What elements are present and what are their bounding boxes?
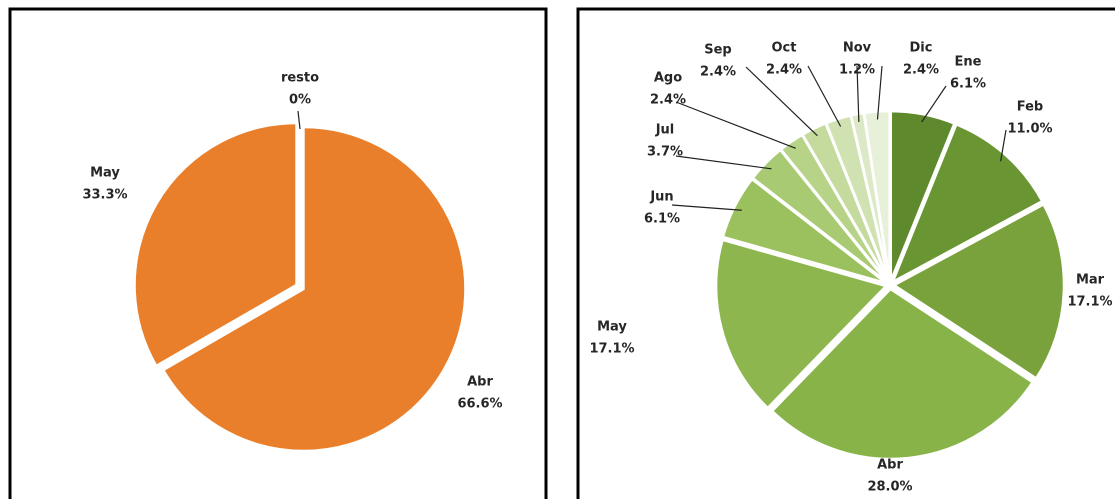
- pie-slice: [721, 177, 888, 285]
- value-label: 1.2%: [839, 63, 875, 78]
- pie-slice: [133, 121, 298, 368]
- pie-slice: [890, 122, 1044, 285]
- leader-line: [807, 65, 842, 127]
- slice-label: Mar: [1076, 273, 1105, 288]
- value-label: 0%: [289, 93, 311, 108]
- pie-slice: [770, 287, 1035, 461]
- slice-label: Ene: [955, 55, 982, 70]
- leader-line: [675, 101, 796, 149]
- leader-line: [921, 85, 947, 123]
- slice-label: Sep: [704, 43, 732, 58]
- value-label: 17.1%: [1067, 295, 1112, 310]
- slice-label: May: [90, 166, 120, 181]
- value-label: 2.4%: [700, 65, 736, 80]
- value-label: 2.4%: [650, 93, 686, 108]
- slice-label: resto: [281, 71, 319, 86]
- value-label: 2.4%: [766, 63, 802, 78]
- value-label: 6.1%: [950, 77, 986, 92]
- value-label: 33.3%: [82, 188, 127, 203]
- slice-label: Jun: [649, 190, 673, 205]
- leader-line: [297, 110, 301, 130]
- pie-slice: [714, 238, 889, 410]
- leader-line: [671, 204, 742, 211]
- slice-label: Jul: [655, 123, 675, 138]
- leader-line: [745, 66, 818, 137]
- slice-label: May: [597, 320, 627, 335]
- leader-line: [1000, 129, 1007, 162]
- slice-label: Dic: [910, 41, 933, 56]
- value-label: 2.4%: [903, 63, 939, 78]
- leader-line: [675, 155, 772, 170]
- value-label: 6.1%: [644, 212, 680, 227]
- value-label: 28.0%: [867, 480, 912, 495]
- value-label: 66.6%: [457, 397, 502, 412]
- slice-label: Abr: [467, 375, 493, 390]
- pie-slice: [891, 202, 1066, 381]
- value-label: 3.7%: [647, 145, 683, 160]
- value-label: 17.1%: [589, 342, 634, 357]
- leader-line: [856, 65, 860, 122]
- pie-slice: [862, 109, 891, 282]
- slice-label: Ago: [654, 71, 682, 86]
- slice-label: Abr: [877, 458, 903, 473]
- slice-label: Feb: [1017, 100, 1043, 115]
- leader-line: [876, 65, 883, 120]
- pie-slice: [161, 125, 467, 453]
- slice-label: Oct: [772, 41, 797, 56]
- value-label: 11.0%: [1007, 122, 1052, 137]
- slice-label: Nov: [843, 41, 872, 56]
